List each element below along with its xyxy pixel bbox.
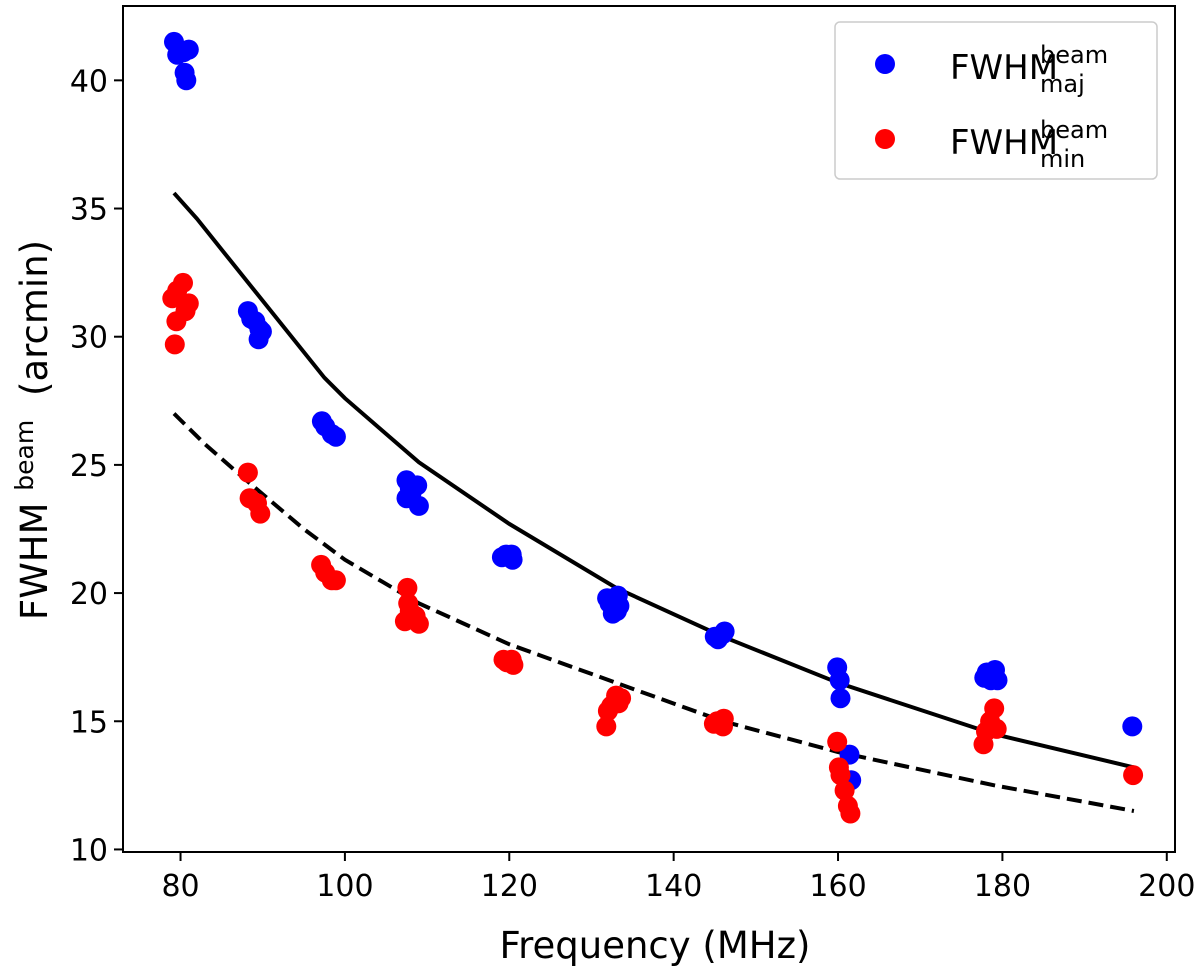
data-point-min [830,765,851,786]
y-tick-label: 30 [70,321,108,356]
data-point-maj [176,70,197,91]
data-point-min [173,272,193,293]
y-tick-label: 20 [70,577,108,612]
data-point-maj [714,621,735,642]
x-tick-label: 200 [1138,869,1195,904]
legend-maj-sup: beam [1040,41,1108,69]
legend-min-sub: min [1040,145,1085,173]
data-point-maj [325,426,346,447]
y-axis-ticks: 10 15 20 25 30 35 40 [70,64,123,868]
y-tick-label: 15 [70,705,108,740]
x-axis-label: Frequency (MHz) [500,924,811,967]
data-points [162,31,1144,824]
data-point-min [840,803,861,824]
y-tick-label: 10 [70,833,108,868]
legend-box [834,21,1158,180]
x-tick-label: 140 [645,869,702,904]
legend-maj-base: FWHM [950,48,1058,88]
y-axis-label-base: FWHM [13,502,56,620]
x-axis-ticks: 80 100 120 140 160 180 200 [161,852,1195,904]
data-point-maj [407,475,428,496]
data-point-maj [251,321,272,342]
data-point-min [325,570,346,591]
data-point-min [178,293,199,314]
data-point-min [397,577,418,598]
x-tick-label: 80 [161,869,199,904]
data-point-maj [830,688,851,709]
x-tick-label: 100 [316,869,373,904]
y-tick-label: 40 [70,64,108,99]
data-point-min [1123,765,1144,786]
x-tick-label: 180 [974,869,1031,904]
data-point-maj [408,495,429,516]
data-point-min [503,654,524,675]
data-point-maj [502,549,523,570]
data-point-min [984,698,1005,719]
data-point-min [834,780,855,801]
y-tick-label: 35 [70,193,108,228]
legend: FWHM beam maj FWHM beam min [834,21,1158,180]
data-point-maj [178,39,199,60]
y-axis-label-unit: (arcmin) [13,240,56,396]
legend-min-sup: beam [1040,116,1108,144]
data-point-min [596,716,617,737]
legend-label-min: FWHM beam min [950,107,1119,173]
legend-marker-min [875,129,895,149]
legend-maj-sub: maj [1040,70,1085,98]
data-point-maj [829,670,850,691]
plot-frame [122,5,1176,853]
legend-label-maj: FWHM beam maj [950,32,1119,98]
x-tick-label: 120 [481,869,538,904]
data-point-min [611,688,632,709]
legend-marker-maj [875,54,895,74]
legend-min-base: FWHM [950,123,1058,163]
y-axis-label-sup: beam [10,420,39,491]
x-tick-label: 160 [809,869,866,904]
data-point-min [237,462,258,483]
data-point-maj [987,670,1008,691]
data-point-maj [1122,716,1143,737]
data-point-min [408,613,429,634]
data-point-min [250,503,271,524]
data-point-min [986,718,1007,739]
data-point-min [164,334,185,355]
data-point-min [827,731,848,752]
data-point-maj [606,601,627,621]
data-point-min [713,708,734,729]
y-axis-label: FWHM beam (arcmin) [0,240,56,620]
y-tick-label: 25 [70,449,108,484]
